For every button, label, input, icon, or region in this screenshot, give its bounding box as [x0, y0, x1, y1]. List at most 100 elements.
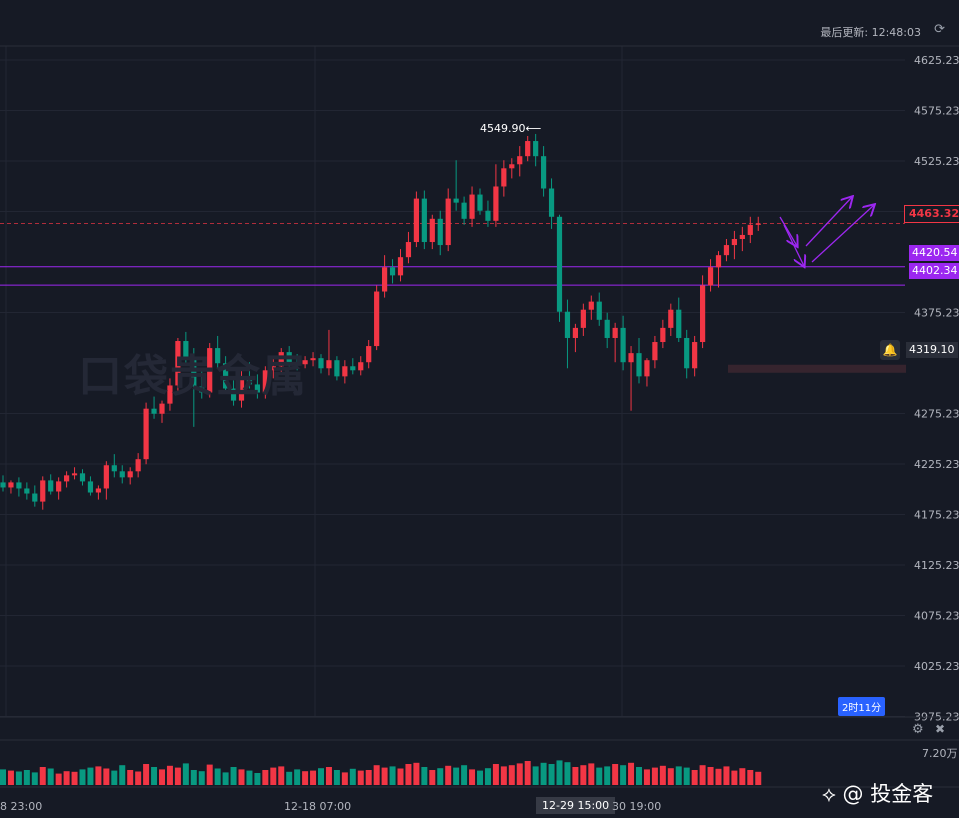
peak-label: 4549.90⟵: [480, 122, 542, 135]
volume-bar: [643, 769, 650, 785]
volume-bar: [429, 770, 436, 785]
projection-arrow: [783, 224, 804, 266]
volume-bar: [159, 769, 165, 785]
volume-bar: [516, 763, 523, 785]
volume-bar: [31, 772, 38, 785]
candle-body: [40, 480, 46, 502]
volume-bar: [222, 772, 229, 785]
candle-body: [151, 408, 157, 414]
candle-body: [517, 156, 523, 165]
candle-body: [644, 360, 650, 377]
volume-max-label: 7.20万: [922, 747, 958, 760]
candle-body: [143, 408, 149, 460]
candle-body: [199, 386, 205, 393]
volume-bar: [636, 767, 642, 785]
candle-body: [747, 224, 753, 235]
candle-body: [278, 352, 284, 367]
candle-body: [509, 164, 515, 169]
last-update: 最后更新: 12:48:03: [820, 26, 921, 39]
candle-body: [71, 473, 78, 476]
bell-icon[interactable]: 🔔: [880, 340, 900, 360]
candle-body: [628, 353, 634, 363]
volume-bar: [405, 764, 412, 785]
candle-body: [127, 471, 133, 478]
time-tick-label: 8 23:00: [0, 800, 43, 813]
candle-body: [572, 327, 578, 338]
candle-body: [739, 234, 745, 240]
settings-icon[interactable]: ⚙: [912, 722, 924, 737]
price-tick-label: 4175.23: [914, 509, 959, 522]
volume-bar: [731, 770, 738, 785]
volume-bar: [71, 771, 78, 785]
candle-body: [469, 194, 475, 219]
refresh-icon[interactable]: ⟳: [934, 22, 945, 37]
candle-body: [302, 360, 308, 365]
volume-bar: [484, 768, 491, 785]
candle-body: [238, 378, 245, 401]
volume-bar: [747, 770, 754, 785]
volume-bar: [532, 766, 539, 785]
volume-bar: [325, 767, 332, 785]
candle-body: [64, 475, 70, 482]
volume-bar: [667, 768, 674, 785]
candle-body: [731, 239, 737, 246]
candle-body: [326, 360, 332, 369]
candle-body: [358, 362, 364, 371]
candle-body: [0, 482, 6, 488]
candle-body: [588, 301, 594, 310]
candle-body: [318, 358, 324, 369]
candle-body: [453, 198, 459, 203]
candle-body: [223, 363, 229, 389]
volume-bar: [341, 772, 348, 785]
candle-body: [374, 291, 380, 347]
candle-body: [580, 309, 586, 328]
candle-body: [215, 348, 221, 364]
volume-bar: [143, 764, 150, 785]
candle-body: [167, 385, 173, 404]
close-icon[interactable]: ✖: [935, 722, 946, 736]
candle-body: [660, 327, 666, 343]
candle-body: [668, 309, 674, 328]
volume-bar: [55, 773, 62, 785]
volume-bar: [246, 770, 253, 785]
candle-body: [183, 341, 189, 359]
active-time-label: 12-29 15:00: [536, 797, 616, 814]
volume-bar: [397, 768, 404, 785]
candle-body: [24, 488, 30, 494]
candle-body: [501, 168, 507, 187]
candle-body: [684, 337, 690, 369]
price-tick-label: 4375.23: [914, 307, 959, 320]
candle-body: [87, 481, 94, 493]
candle-body: [429, 218, 435, 243]
volume-bar: [421, 767, 428, 785]
volume-bar: [302, 771, 309, 785]
candle-body: [334, 360, 340, 377]
candle-body: [612, 327, 618, 338]
alert-band: [728, 364, 906, 373]
candle-body: [366, 346, 372, 363]
volume-bar: [540, 762, 547, 785]
volume-bar: [190, 770, 197, 785]
volume-bar: [47, 768, 54, 785]
candle-body: [533, 141, 539, 157]
candle-body: [525, 141, 531, 157]
volume-bar: [739, 768, 746, 785]
volume-bar: [87, 767, 94, 785]
candle-body: [548, 188, 555, 217]
candle-body: [310, 358, 316, 361]
volume-bar: [612, 764, 619, 785]
volume-bar: [389, 766, 396, 785]
volume-bar: [79, 769, 86, 785]
candle-body: [477, 194, 483, 211]
candle-body: [700, 285, 706, 343]
volume-bar: [119, 765, 126, 785]
price-tick-label: 4275.23: [914, 408, 959, 421]
volume-bar: [604, 766, 611, 785]
candle-body: [207, 348, 213, 393]
projection-arrow: [811, 205, 874, 263]
volume-bar: [469, 769, 476, 785]
candle-body: [564, 311, 571, 338]
candle-body: [461, 202, 467, 219]
candle-body: [382, 267, 388, 292]
candle-body: [342, 366, 348, 377]
